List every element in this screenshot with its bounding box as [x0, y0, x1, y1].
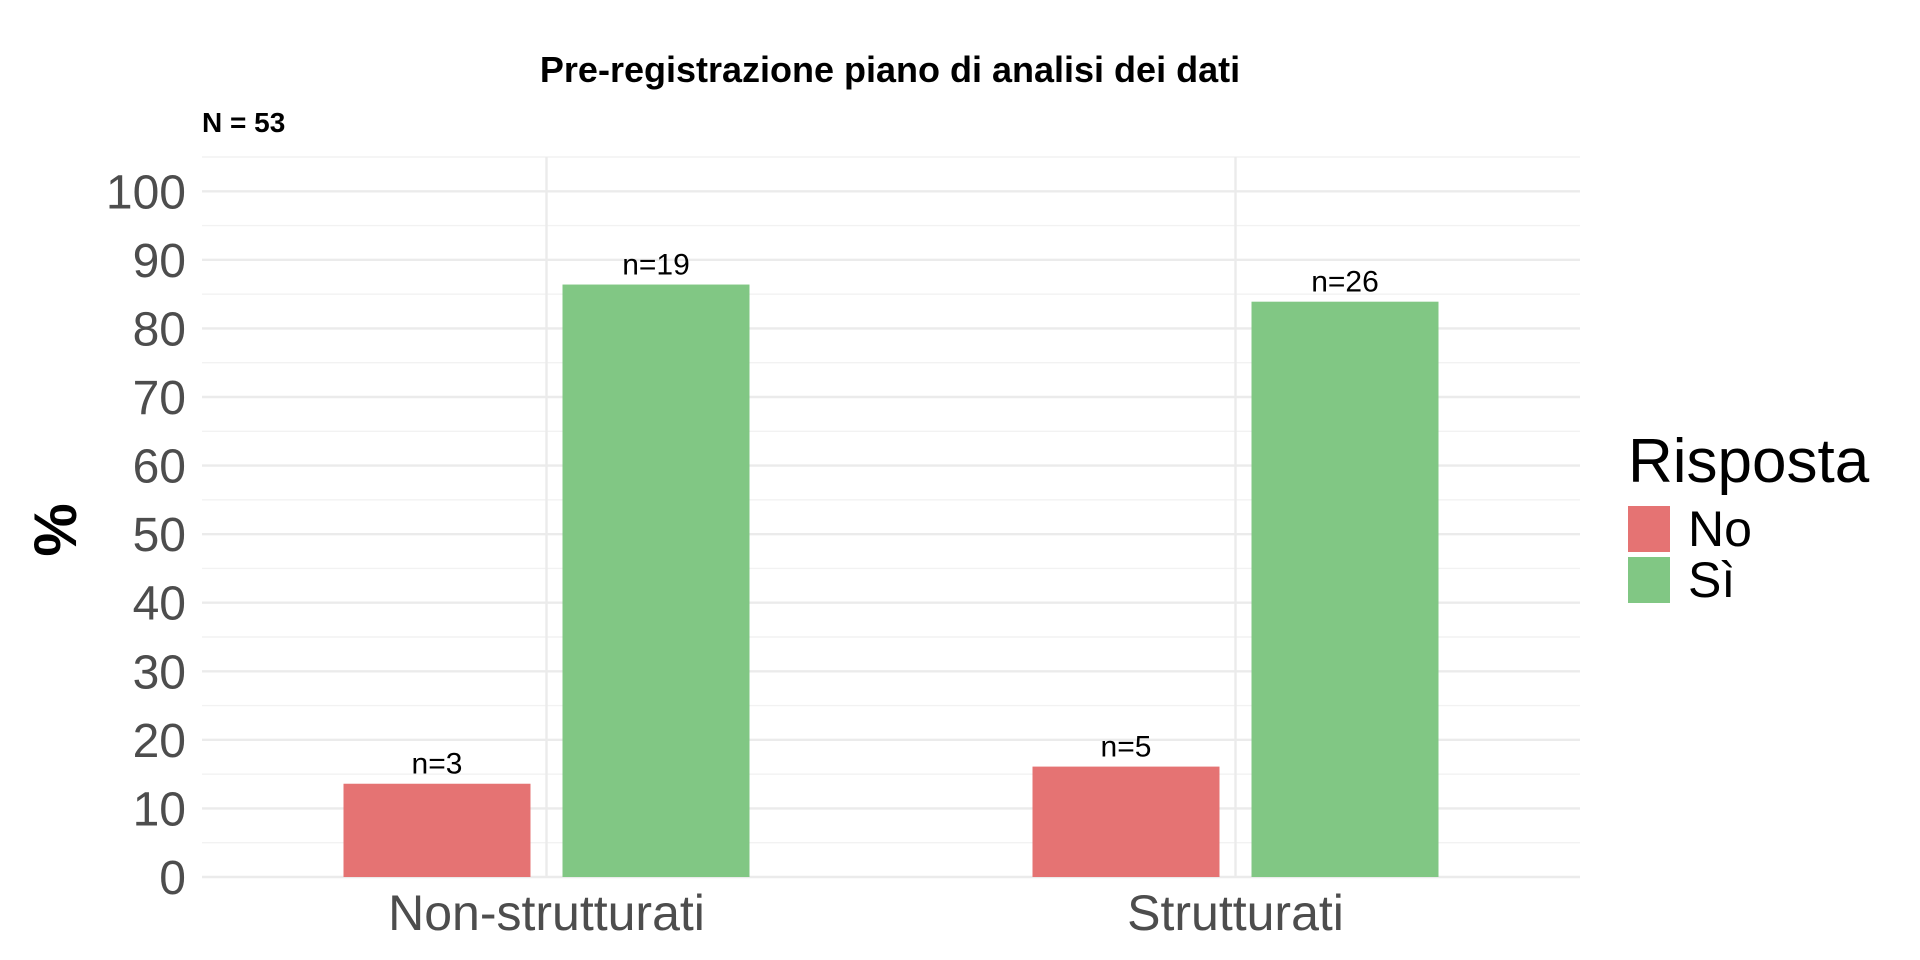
y-tick-label: 90 — [133, 235, 186, 288]
y-tick-label: 40 — [133, 578, 186, 631]
bar — [343, 783, 531, 877]
bar — [562, 284, 750, 877]
bar — [1032, 766, 1220, 877]
y-axis-title: % — [22, 503, 89, 556]
x-tick-label: Strutturati — [1127, 885, 1344, 941]
legend-label: Sì — [1688, 552, 1735, 608]
bar-data-label: n=5 — [1101, 731, 1152, 764]
y-tick-label: 60 — [133, 441, 186, 494]
chart-title: Pre-registrazione piano di analisi dei d… — [540, 49, 1240, 90]
x-axis-ticks: Non-strutturati Strutturati — [388, 885, 1344, 941]
y-tick-label: 0 — [159, 852, 186, 905]
y-axis-ticks: 0 10 20 30 40 50 60 70 80 90 100 — [106, 166, 186, 905]
y-tick-label: 80 — [133, 303, 186, 356]
y-tick-label: 10 — [133, 783, 186, 836]
y-tick-label: 20 — [133, 715, 186, 768]
legend-key — [1628, 506, 1670, 552]
x-tick-label: Non-strutturati — [388, 885, 705, 941]
y-tick-label: 50 — [133, 509, 186, 562]
data-labels: n=3 n=19 n=5 n=26 — [412, 249, 1379, 781]
bar-data-label: n=19 — [622, 249, 690, 282]
y-tick-label: 100 — [106, 166, 186, 219]
y-tick-label: 30 — [133, 646, 186, 699]
bar-data-label: n=26 — [1311, 266, 1379, 299]
legend-label: No — [1688, 501, 1752, 557]
chart-subtitle: N = 53 — [202, 107, 285, 138]
y-tick-label: 70 — [133, 372, 186, 425]
legend-key — [1628, 557, 1670, 603]
bar-data-label: n=3 — [412, 748, 463, 781]
legend-title: Risposta — [1628, 427, 1870, 496]
bar — [1251, 301, 1439, 878]
bars — [343, 284, 1439, 878]
